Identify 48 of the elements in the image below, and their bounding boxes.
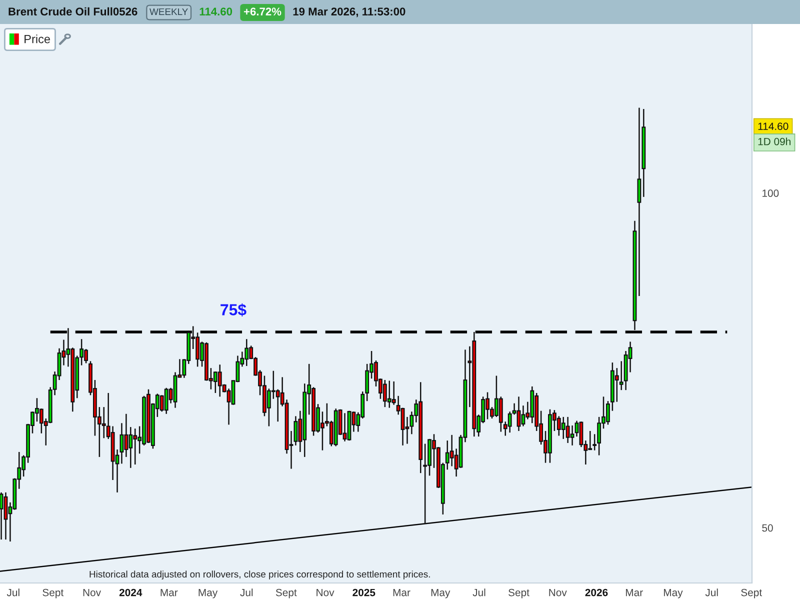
candlestick bbox=[579, 420, 584, 448]
y-tick-label: 50 bbox=[762, 524, 773, 532]
x-tick-label: Jul bbox=[240, 588, 253, 596]
x-tick-label: Nov bbox=[83, 588, 101, 596]
x-tick-label: 2025 bbox=[352, 588, 376, 596]
text: +6.72% bbox=[244, 8, 282, 16]
x-tick-label: May bbox=[431, 588, 450, 598]
candlestick bbox=[570, 424, 574, 446]
candlestick bbox=[521, 404, 526, 427]
legend-label: Price bbox=[24, 34, 50, 44]
x-tick-label: May bbox=[198, 588, 218, 598]
text: 114.60 bbox=[200, 8, 232, 16]
candlestick bbox=[637, 107, 642, 297]
candlestick bbox=[400, 407, 405, 446]
candlestick bbox=[597, 416, 602, 456]
x-tick-label: Sept bbox=[42, 588, 64, 598]
x-tick-label: Mar bbox=[626, 588, 643, 596]
x-tick-label: Sept bbox=[741, 588, 762, 598]
text: 19 Mar 2026, 11:53:00 bbox=[293, 8, 406, 18]
x-tick-label: Jul bbox=[6, 588, 20, 596]
annotation: 114.60 bbox=[758, 122, 788, 130]
candlestick bbox=[423, 443, 428, 525]
candlestick bbox=[592, 434, 597, 451]
x-tick-label: Mar bbox=[160, 588, 178, 596]
x-tick-label: Jul bbox=[705, 588, 718, 596]
y-tick-label: 100 bbox=[762, 190, 779, 197]
candlestick bbox=[120, 422, 124, 464]
candlestick bbox=[342, 412, 347, 442]
x-tick-label: Nov bbox=[316, 588, 334, 596]
candlestick bbox=[365, 363, 370, 402]
x-tick-label: Mar bbox=[393, 588, 410, 596]
x-tick-label: Jul bbox=[472, 588, 486, 596]
x-tick-label: Sept bbox=[508, 588, 530, 598]
annotation: 75$ bbox=[220, 303, 246, 316]
x-tick-label: 2024 bbox=[119, 588, 142, 596]
annotation: Historical data adjusted on rollovers, close prices correspond to settlement prices. bbox=[90, 570, 430, 580]
candlestick bbox=[516, 396, 521, 432]
x-tick-label: 2026 bbox=[585, 588, 608, 596]
chart-title: Brent Crude Oil Full0526 bbox=[8, 7, 138, 16]
candlestick bbox=[124, 413, 128, 458]
text: 1D 09h bbox=[758, 138, 790, 146]
x-tick-label: Nov bbox=[549, 588, 567, 596]
candlestick bbox=[498, 396, 503, 432]
x-tick-label: May bbox=[664, 588, 683, 598]
candlestick bbox=[0, 492, 4, 540]
candlestick bbox=[566, 416, 570, 444]
text: WEEKLY bbox=[150, 8, 188, 15]
x-tick-label: Sept bbox=[276, 588, 297, 598]
